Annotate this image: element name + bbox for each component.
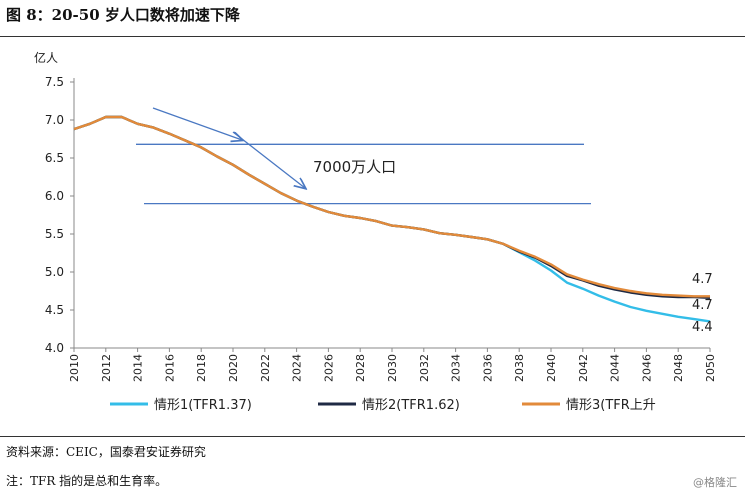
x-tick-label: 2048 xyxy=(672,354,685,382)
y-axis-label: 亿人 xyxy=(34,50,58,65)
x-tick-label: 2032 xyxy=(418,354,431,382)
x-tick-label: 2020 xyxy=(227,354,240,382)
x-tick-label: 2018 xyxy=(195,354,208,382)
x-tick-label: 2014 xyxy=(132,354,145,382)
y-tick-label: 5.0 xyxy=(45,265,64,279)
x-tick-label: 2050 xyxy=(704,354,717,382)
y-tick-label: 7.0 xyxy=(45,113,64,127)
x-tick-label: 2012 xyxy=(100,354,113,382)
x-tick-label: 2026 xyxy=(322,354,335,382)
end-label-3: 4.4 xyxy=(692,320,713,335)
x-tick-label: 2022 xyxy=(259,354,272,382)
x-tick-label: 2030 xyxy=(386,354,399,382)
y-tick-label: 7.5 xyxy=(45,75,64,89)
x-tick-label: 2042 xyxy=(577,354,590,382)
x-tick-label: 2016 xyxy=(163,354,176,382)
figure-title: 图 8：20-50 岁人口数将加速下降 xyxy=(6,6,240,24)
x-tick-label: 2034 xyxy=(450,354,463,382)
footnote: 注：TFR 指的是总和生育率。 xyxy=(6,474,168,488)
end-labels: 4.7 4.7 4.4 xyxy=(692,272,713,335)
legend-label-1: 情形1(TFR1.37) xyxy=(154,398,252,413)
x-tick-label: 2046 xyxy=(640,354,653,382)
y-tick-label: 5.5 xyxy=(45,227,64,241)
series-lines xyxy=(73,115,711,323)
y-tick-label: 4.5 xyxy=(45,303,64,317)
end-label-2: 4.7 xyxy=(692,298,713,313)
reference-lines: 7000万人口 xyxy=(136,107,591,205)
bottom-rule xyxy=(0,436,745,437)
x-tick-label: 2028 xyxy=(354,354,367,382)
x-tick-label: 2038 xyxy=(513,354,526,382)
y-axis: 4.0 4.5 5.0 5.5 6.0 6.5 7.0 7.5 xyxy=(45,75,75,355)
end-label-1: 4.7 xyxy=(692,272,713,287)
y-tick-label: 6.0 xyxy=(45,189,64,203)
x-tick-label: 2040 xyxy=(545,354,558,382)
y-tick-label: 6.5 xyxy=(45,151,64,165)
legend-label-2: 情形2(TFR1.62) xyxy=(362,398,460,413)
legend-label-3: 情形3(TFR上升 xyxy=(566,398,656,413)
watermark: @格隆汇 xyxy=(693,476,737,489)
x-tick-label: 2044 xyxy=(609,354,622,382)
annotation-arrow-lower xyxy=(232,131,305,188)
x-tick-label: 2036 xyxy=(481,354,494,382)
x-tick-label: 2010 xyxy=(68,354,81,382)
y-tick-label: 4.0 xyxy=(45,341,64,355)
series-line-3 xyxy=(73,115,710,298)
annotation-arrow-upper xyxy=(152,107,242,140)
top-rule xyxy=(0,36,745,37)
x-axis: 2010 2012 2014 2016 2018 2020 2022 2024 2026 2028… xyxy=(68,347,717,382)
source-note: 资料来源：CEIC，国泰君安证券研究 xyxy=(6,445,206,459)
series-line-1 xyxy=(73,115,711,323)
legend: 情形1(TFR1.37) 情形2(TFR1.62) 情形3(TFR上升 xyxy=(110,398,656,413)
population-line-chart: 亿人 4.0 4.5 5.0 5.5 6.0 6.5 7.0 7.5 2010 2012 2014… xyxy=(34,50,717,413)
x-tick-label: 2024 xyxy=(291,354,304,382)
annotation-text: 7000万人口 xyxy=(313,158,396,176)
